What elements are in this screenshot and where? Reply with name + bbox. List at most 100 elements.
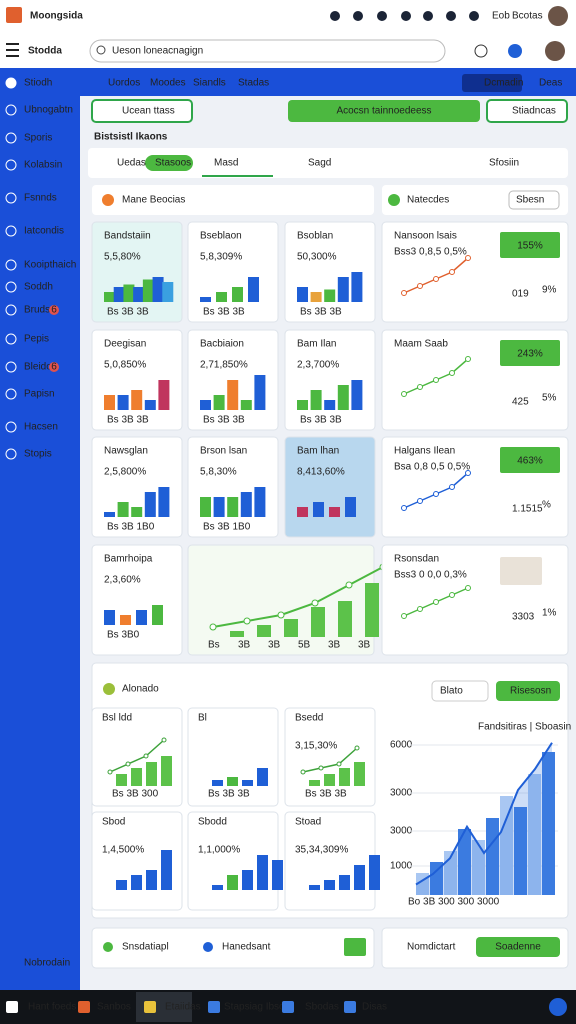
x-labels: Bs 3B 1B0 (203, 522, 251, 533)
sidebar-footer[interactable]: Nobrodain (24, 958, 70, 969)
select[interactable] (508, 190, 560, 210)
active-tab[interactable] (145, 155, 193, 171)
task-label[interactable]: Sanbos (97, 1002, 131, 1013)
search-box[interactable] (89, 39, 446, 63)
sidebar-item[interactable]: Kooipthaich (24, 260, 76, 271)
mini-card[interactable] (91, 707, 183, 807)
top-item: Eob (492, 11, 510, 22)
tab-bar (88, 148, 568, 178)
sidebar-icon (5, 132, 17, 144)
sidebar-item[interactable]: Sporis (24, 133, 52, 144)
status-icon (423, 11, 433, 21)
bar (227, 497, 239, 517)
sidebar-item[interactable]: Ubnogabtn (24, 105, 73, 116)
select-label: Blato (440, 686, 463, 697)
metric-card[interactable] (91, 544, 183, 656)
status-icon (446, 11, 456, 21)
kpi-badge-value: 155% (517, 241, 543, 252)
button-label: Acocsn tainnoedeess (336, 106, 431, 117)
sidebar-item[interactable]: Bleido (24, 362, 52, 373)
message-icon[interactable] (508, 44, 522, 58)
trend-point (277, 611, 285, 619)
nav-button[interactable] (462, 74, 522, 92)
select[interactable] (431, 680, 489, 702)
nav-item[interactable]: Stadas (238, 78, 269, 89)
mini-card[interactable] (91, 811, 183, 911)
tab[interactable]: Masd (214, 158, 238, 169)
sidebar-item[interactable]: Stopis (24, 449, 52, 460)
primary-button[interactable] (476, 937, 560, 957)
mini-point (336, 761, 342, 767)
task-label[interactable]: Hant foeds (28, 1002, 76, 1013)
bar (254, 487, 266, 517)
footer-label[interactable]: Snsdatiapl (122, 942, 169, 953)
bar (240, 492, 252, 517)
bar (144, 400, 156, 410)
sidebar-item[interactable]: Pepis (24, 334, 49, 345)
mini-card[interactable] (284, 707, 376, 807)
badge-count: 6 (51, 362, 57, 373)
notification-icon[interactable] (474, 44, 488, 58)
card-value: 50,300% (297, 252, 337, 263)
task-label[interactable]: Disas (362, 1002, 387, 1013)
bar (254, 375, 266, 410)
bar (117, 395, 129, 410)
profile[interactable] (545, 41, 565, 61)
card-title: Rsonsdan (394, 554, 439, 565)
sidebar-icon (5, 281, 17, 293)
sidebar (0, 68, 80, 990)
card-title: Bsedd (295, 713, 323, 724)
sidebar-item[interactable]: Hacsen (24, 422, 58, 433)
outline-button[interactable] (91, 99, 193, 123)
mini-card[interactable] (187, 707, 279, 807)
sidebar-item[interactable]: Bruds (24, 305, 50, 316)
task-icon (282, 1001, 294, 1013)
sidebar-icon (5, 388, 17, 400)
footer-card (91, 927, 375, 969)
sidebar-item[interactable]: Fsnnds (24, 193, 57, 204)
task-label[interactable]: Stapsiag Ibsoss (224, 1002, 295, 1013)
bar (339, 875, 350, 890)
x-label: 3B (268, 640, 281, 651)
primary-button[interactable] (288, 100, 480, 122)
x-labels: Bs 3B 3B (203, 415, 245, 426)
bar (104, 292, 115, 302)
outline-button[interactable] (486, 99, 568, 123)
sidebar-item[interactable]: Soddh (24, 282, 53, 293)
sidebar-item[interactable]: Kolabsin (24, 160, 62, 171)
kpi-point (465, 585, 471, 591)
card-note: Bsa 0,8 0,5 0,5% (394, 462, 470, 473)
tab[interactable]: Stasoos (155, 158, 191, 169)
task-label[interactable]: Etaiidas (165, 1002, 201, 1013)
bar (104, 512, 115, 517)
card-title: Bseblaon (200, 231, 242, 242)
nav-item[interactable]: Siandls (193, 78, 226, 89)
footer-label[interactable]: Hanedsant (222, 942, 271, 953)
nav-link[interactable]: Deas (539, 78, 562, 89)
kpi-point (449, 269, 455, 275)
x-labels: Bs 3B0 (107, 630, 140, 641)
nav-item[interactable]: Uordos (108, 78, 140, 89)
tab[interactable]: Sfosiin (489, 158, 519, 169)
sidebar-item[interactable]: Stiodh (24, 78, 52, 89)
task-icon (344, 1001, 356, 1013)
kpi-point (417, 498, 423, 504)
avatar[interactable] (548, 6, 568, 26)
bar (297, 507, 308, 517)
tab[interactable]: Uedas (117, 158, 146, 169)
sidebar-item[interactable]: Iatcondis (24, 226, 64, 237)
tab[interactable]: Sagd (308, 158, 331, 169)
kpi-point (449, 592, 455, 598)
tray-icon[interactable] (549, 998, 567, 1016)
nav-item[interactable]: Moodes (150, 78, 186, 89)
bar (345, 497, 356, 517)
kpi-point (433, 491, 439, 497)
icon-button[interactable] (344, 938, 366, 956)
action-button[interactable] (496, 681, 560, 701)
sidebar-item[interactable]: Papisn (24, 389, 55, 400)
kpi-point (401, 290, 407, 296)
task-label[interactable]: Sbodas (305, 1002, 339, 1013)
card-value: 2,3,700% (297, 360, 339, 371)
card-value: 5,8,309% (200, 252, 242, 263)
sidebar-icon (5, 259, 17, 271)
